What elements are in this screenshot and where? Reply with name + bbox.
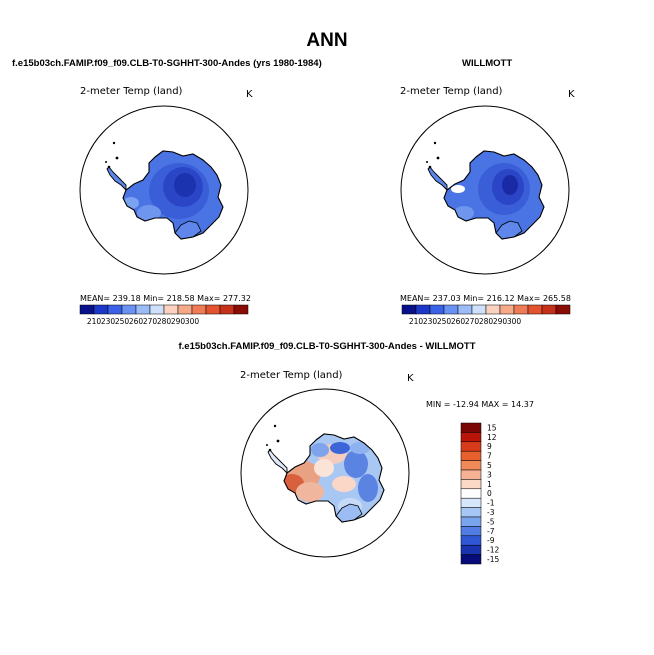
colorbar-swatch xyxy=(460,516,482,527)
colorbar-tick-label: -7 xyxy=(487,527,495,536)
colorbar-swatch xyxy=(527,304,543,315)
colorbar-swatch xyxy=(460,479,482,490)
colorbar-tick-label: 7 xyxy=(487,452,492,461)
colorbar-swatch xyxy=(471,304,487,315)
colorbar-swatch xyxy=(149,304,165,315)
colorbar-swatch xyxy=(460,497,482,508)
colorbar-swatch xyxy=(93,304,109,315)
panel-diff-case-title: f.e15b03ch.FAMIP.f09_f09.CLB-T0-SGHHT-30… xyxy=(178,341,476,352)
panel-obs-colorbar: 210 230 250 260 270 280 290 300 xyxy=(401,304,571,326)
colorbar-tick-label: 300 xyxy=(185,317,200,326)
colorbar-tick-label: 0 xyxy=(487,489,492,498)
colorbar-swatch xyxy=(460,544,482,555)
colorbar-swatch xyxy=(460,441,482,452)
panel-model-units-label: K xyxy=(246,89,253,100)
colorbar-swatch xyxy=(443,304,459,315)
colorbar-tick-label: 280 xyxy=(479,317,494,326)
colorbar-tick-label: -9 xyxy=(487,536,495,545)
colorbar-tick-label: 260 xyxy=(129,317,144,326)
panel-obs-case-title: WILLMOTT xyxy=(462,58,513,69)
colorbar-swatch xyxy=(460,469,482,480)
colorbar-tick-label: 270 xyxy=(465,317,480,326)
colorbar-swatch xyxy=(177,304,193,315)
colorbar-tick-label: -12 xyxy=(487,546,499,555)
colorbar-tick-label: 5 xyxy=(487,461,492,470)
panel-diff-units-label: K xyxy=(407,373,414,384)
panel-model-variable-label: 2-meter Temp (land) xyxy=(80,86,183,97)
colorbar-swatch xyxy=(191,304,207,315)
colorbar-tick-label: 230 xyxy=(423,317,438,326)
colorbar-tick-label: -5 xyxy=(487,517,495,526)
panel-diff-variable-label: 2-meter Temp (land) xyxy=(240,370,343,381)
colorbar-tick-label: 15 xyxy=(487,423,497,432)
panel-obs-variable-label: 2-meter Temp (land) xyxy=(400,86,503,97)
colorbar-swatch xyxy=(485,304,501,315)
panel-model-stats: MEAN= 239.18 Min= 218.58 Max= 277.32 xyxy=(80,294,251,303)
antarctica-coastline xyxy=(122,150,224,240)
colorbar-swatch xyxy=(460,535,482,546)
colorbar-swatch xyxy=(79,304,95,315)
panel-model-colorbar: 210 230 250 260 270 280 290 300 xyxy=(79,304,249,326)
colorbar-tick-label: -15 xyxy=(487,555,499,564)
colorbar-swatch xyxy=(460,554,482,565)
antarctica-coastline xyxy=(443,150,545,240)
panel-model-map xyxy=(79,105,249,275)
colorbar-swatch xyxy=(460,507,482,518)
colorbar-tick-label: 12 xyxy=(487,433,497,442)
colorbar-tick-label: 210 xyxy=(87,317,102,326)
colorbar-swatch xyxy=(555,304,571,315)
colorbar-swatch xyxy=(460,488,482,499)
colorbar-swatch xyxy=(460,460,482,471)
colorbar-tick-label: 250 xyxy=(437,317,452,326)
panel-obs-units-label: K xyxy=(568,89,575,100)
colorbar-tick-label: 9 xyxy=(487,442,492,451)
colorbar-swatch xyxy=(107,304,123,315)
colorbar-tick-label: 230 xyxy=(101,317,116,326)
colorbar-swatch xyxy=(219,304,235,315)
panel-model-case-title: f.e15b03ch.FAMIP.f09_f09.CLB-T0-SGHHT-30… xyxy=(12,58,322,69)
colorbar-swatch xyxy=(460,526,482,537)
colorbar-swatch xyxy=(121,304,137,315)
colorbar-swatch xyxy=(460,450,482,461)
antarctica-coastline xyxy=(283,433,385,523)
colorbar-swatch xyxy=(429,304,445,315)
colorbar-tick-label: 260 xyxy=(451,317,466,326)
colorbar-swatch xyxy=(499,304,515,315)
colorbar-swatch xyxy=(401,304,417,315)
colorbar-swatch xyxy=(457,304,473,315)
colorbar-tick-label: -3 xyxy=(487,508,495,517)
colorbar-swatch xyxy=(163,304,179,315)
colorbar-tick-label: 300 xyxy=(507,317,522,326)
colorbar-tick-label: 250 xyxy=(115,317,130,326)
colorbar-tick-label: 280 xyxy=(157,317,172,326)
panel-obs-stats: MEAN= 237.03 Min= 216.12 Max= 265.58 xyxy=(400,294,571,303)
panel-diff-map xyxy=(240,388,410,558)
colorbar-tick-label: 1 xyxy=(487,480,492,489)
colorbar-swatch xyxy=(233,304,249,315)
colorbar-swatch xyxy=(460,432,482,443)
figure-title: ANN xyxy=(306,30,348,51)
panel-diff-stats: MIN = -12.94 MAX = 14.37 xyxy=(426,400,534,409)
colorbar-tick-label: 270 xyxy=(143,317,158,326)
colorbar-swatch xyxy=(205,304,221,315)
colorbar-tick-label: 290 xyxy=(493,317,508,326)
panel-obs-map xyxy=(400,105,570,275)
colorbar-swatch xyxy=(460,422,482,433)
colorbar-swatch xyxy=(135,304,151,315)
colorbar-tick-label: 3 xyxy=(487,470,492,479)
colorbar-swatch xyxy=(541,304,557,315)
colorbar-swatch xyxy=(415,304,431,315)
colorbar-tick-label: 290 xyxy=(171,317,186,326)
colorbar-tick-label: 210 xyxy=(409,317,424,326)
colorbar-tick-label: -1 xyxy=(487,499,495,508)
colorbar-swatch xyxy=(513,304,529,315)
